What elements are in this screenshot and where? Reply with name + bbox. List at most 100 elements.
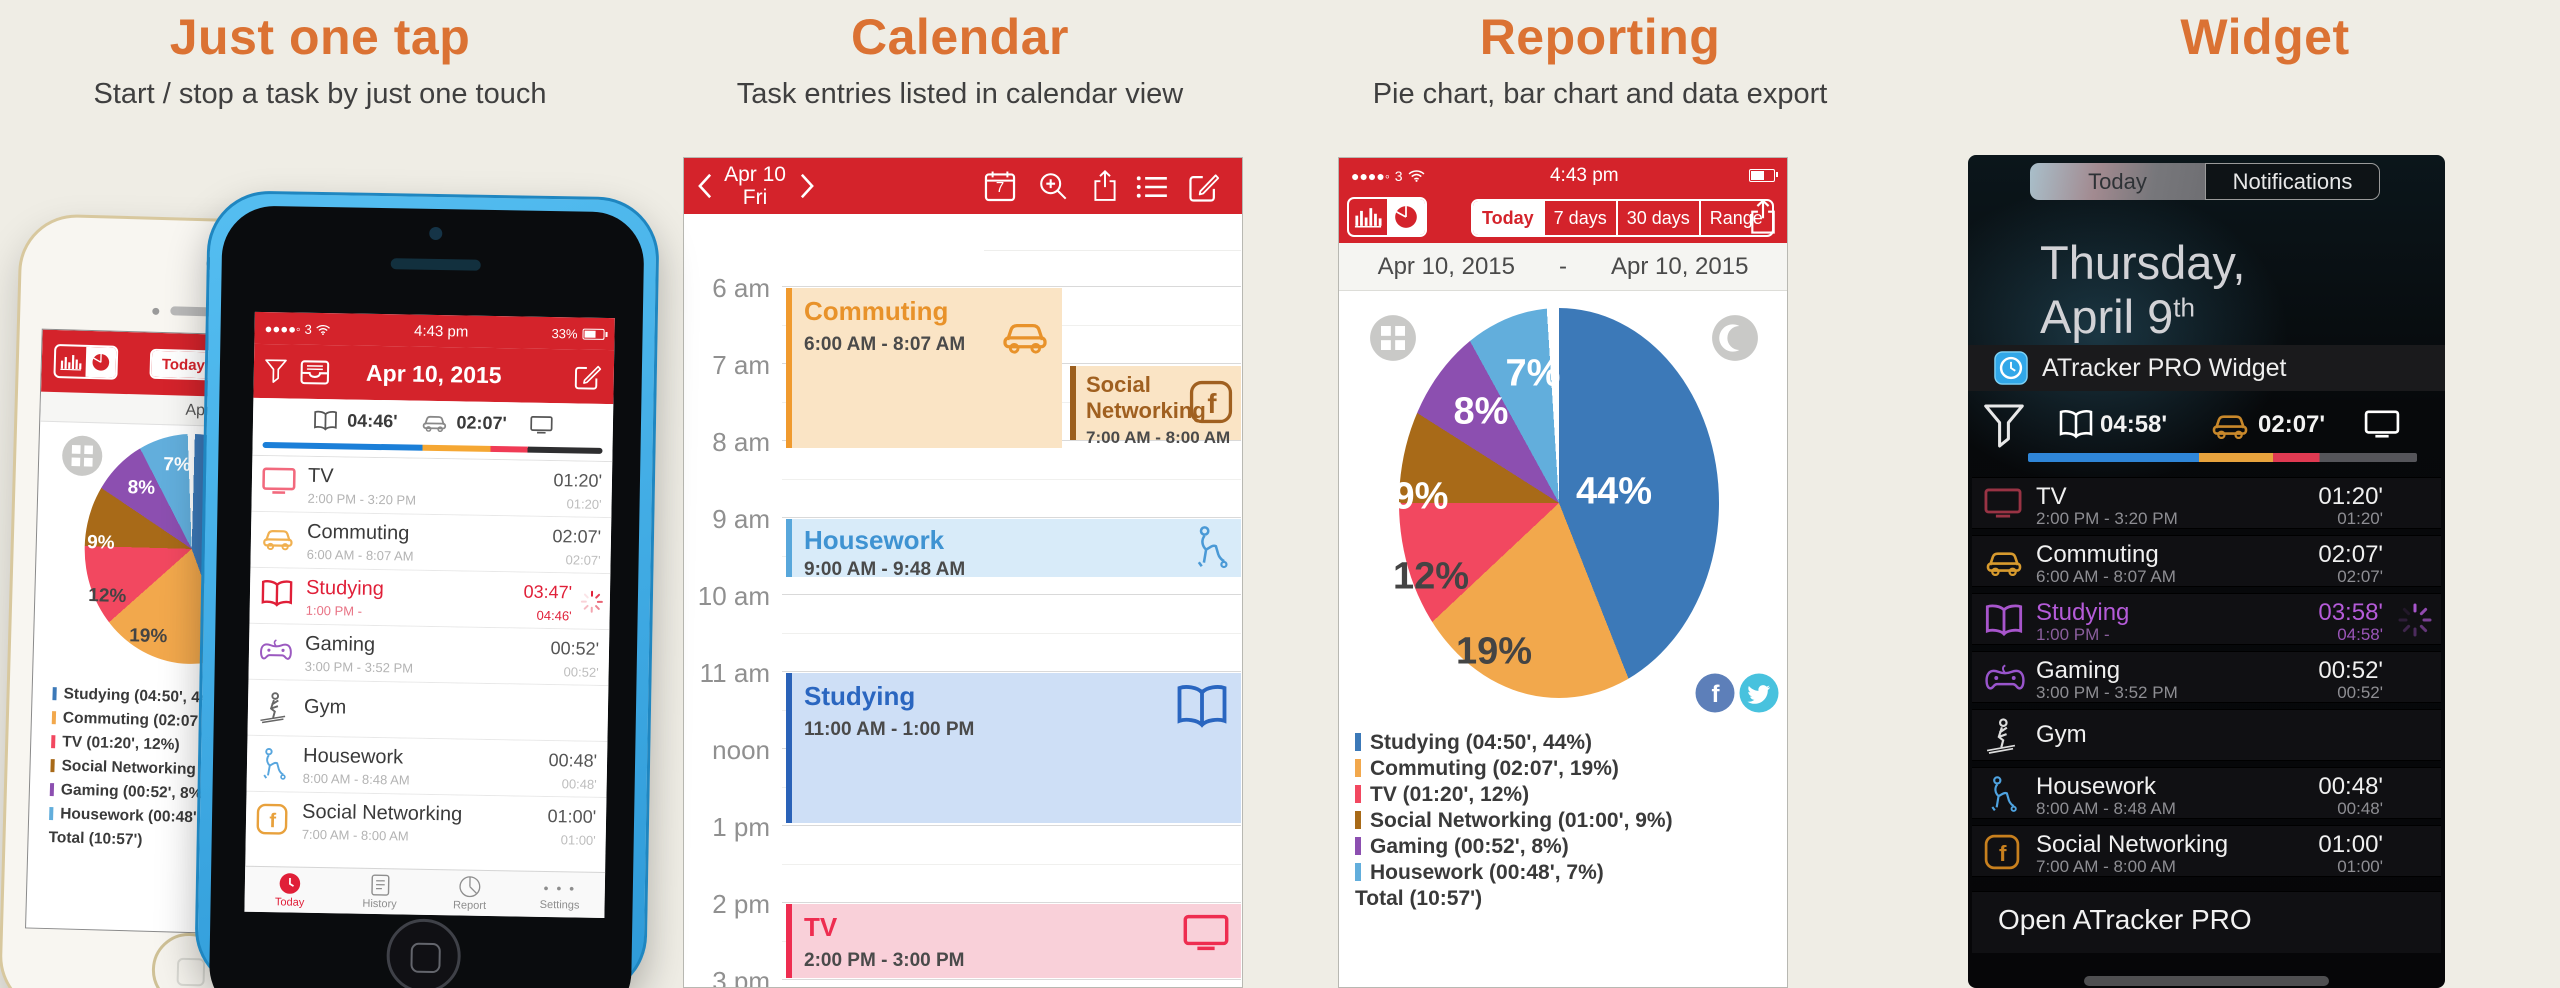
gym-icon — [1984, 717, 2018, 755]
pie-label: 44% — [1575, 470, 1653, 513]
calendar-week-icon[interactable]: 7 — [984, 170, 1016, 202]
widget-task-commuting[interactable]: Commuting 6:00 AM - 8:07 AM 02:07' 02:07… — [1972, 535, 2441, 587]
bar-chart-toggle[interactable] — [55, 346, 86, 377]
event-commuting[interactable]: Commuting 6:00 AM - 8:07 AM — [786, 288, 1062, 448]
task-range: 3:00 PM - 3:52 PM — [2036, 683, 2178, 702]
legend-item: TV (01:20', 12%) — [1355, 782, 1673, 808]
widget-task-gym[interactable]: Gym — [1972, 709, 2441, 761]
calendar-date[interactable]: Apr 10 Fri — [724, 163, 786, 209]
event-name: Social Networking — [1086, 372, 1206, 423]
event-social-networking[interactable]: Social Networking 7:00 AM - 8:00 AM — [1070, 366, 1241, 447]
book-icon — [2058, 409, 2094, 439]
event-housework[interactable]: Housework 9:00 AM - 9:48 AM — [786, 519, 1241, 580]
compose-icon[interactable] — [1188, 171, 1220, 203]
drag-handle[interactable] — [2084, 976, 2329, 986]
widget-task-housework[interactable]: Housework 8:00 AM - 8:48 AM 00:48' 00:48… — [1972, 767, 2441, 819]
task-duration: 02:07' — [2318, 541, 2383, 568]
task-name: Social Networking — [2036, 831, 2229, 858]
tab-bar: Today History Report • • • Settings — [244, 865, 606, 919]
task-duration: 01:20' — [553, 470, 603, 491]
task-row-commuting[interactable]: Commuting 6:00 AM - 8:07 AM 02:07' 02:07… — [250, 511, 612, 575]
legend-swatch — [49, 783, 55, 797]
task-row-social-networking[interactable]: Social Networking 7:00 AM - 8:00 AM 01:0… — [245, 791, 607, 855]
facebook-share-icon[interactable] — [1695, 673, 1735, 713]
task-row-housework[interactable]: Housework 8:00 AM - 8:48 AM 00:48' 00:48… — [246, 735, 608, 799]
tab-7-days[interactable]: 7 days — [1542, 201, 1616, 235]
tab-history[interactable]: History — [334, 868, 425, 915]
inbox-icon[interactable] — [300, 360, 330, 386]
chevron-right-icon[interactable] — [800, 173, 814, 199]
pie-chart-toggle[interactable] — [85, 346, 117, 378]
task-row-tv[interactable]: TV 2:00 PM - 3:20 PM 01:20' 01:20' — [251, 455, 613, 519]
grid-icon[interactable] — [61, 434, 104, 477]
tab-range[interactable]: Range — [1698, 201, 1772, 235]
bar-chart-toggle[interactable] — [1349, 199, 1387, 235]
signal-dots: ●●●●◦ — [1351, 167, 1390, 184]
clock-time: 4:43 pm — [413, 322, 469, 341]
widget-task-gaming[interactable]: Gaming 3:00 PM - 3:52 PM 00:52' 00:52' — [1972, 651, 2441, 703]
tab-30-days[interactable]: 30 days — [1615, 201, 1699, 235]
pie-label: 7% — [163, 454, 192, 476]
moon-night-icon[interactable] — [1711, 314, 1759, 362]
legend-swatch — [52, 687, 57, 701]
pie-label: 9% — [86, 532, 115, 554]
task-duration: 00:48' — [2318, 773, 2383, 800]
task-name: Commuting — [2036, 541, 2159, 568]
tab-today[interactable]: Today — [244, 867, 335, 914]
widget-task-tv[interactable]: TV 2:00 PM - 3:20 PM 01:20' 01:20' — [1972, 477, 2441, 529]
task-range: 6:00 AM - 8:07 AM — [2036, 567, 2176, 586]
tab-today[interactable]: Today — [2030, 163, 2205, 200]
running-summary-bar: 04:46' 02:07' — [252, 397, 614, 463]
task-name: Studying — [2036, 599, 2130, 626]
twitter-share-icon[interactable] — [1739, 673, 1779, 713]
chart-type-toggle[interactable] — [1347, 197, 1427, 237]
share-icon[interactable] — [1749, 199, 1777, 235]
panel-title: Reporting — [1479, 9, 1721, 65]
grid-icon[interactable] — [1369, 314, 1417, 362]
pie-chart-toggle[interactable] — [1387, 199, 1425, 235]
spinner-icon — [2397, 602, 2433, 638]
event-name: Commuting — [804, 296, 949, 326]
filter-funnel-icon[interactable] — [1982, 401, 2026, 451]
task-duration: 03:58' — [2318, 599, 2383, 626]
event-tv[interactable]: TV 2:00 PM - 3:00 PM — [786, 904, 1241, 978]
pie-label: 12% — [88, 585, 127, 608]
date-range-row[interactable]: Apr 10, 2015 - Apr 10, 2015 — [1339, 243, 1787, 291]
compose-icon[interactable] — [574, 362, 602, 390]
battery-percent: 33% — [551, 325, 578, 341]
chevron-left-icon[interactable] — [698, 173, 712, 199]
task-row-gym[interactable]: Gym — [247, 679, 609, 743]
task-duration: 01:00' — [547, 806, 597, 827]
clock-time: 4:43 pm — [1549, 164, 1619, 186]
task-name: Housework — [2036, 773, 2157, 800]
task-name: Gym — [303, 695, 347, 719]
half-hour-line — [984, 250, 1241, 251]
zoom-in-icon[interactable] — [1038, 171, 1068, 201]
widget-task-social-networking[interactable]: Social Networking 7:00 AM - 8:00 AM 01:0… — [1972, 825, 2441, 877]
share-icon[interactable] — [1092, 170, 1118, 202]
cleaning-icon — [1984, 775, 2018, 813]
tab-today[interactable]: Today — [1473, 201, 1543, 235]
task-row-gaming[interactable]: Gaming 3:00 PM - 3:52 PM 00:52' 00:52' — [248, 623, 610, 687]
tab-settings[interactable]: • • • Settings — [539, 879, 580, 912]
tab-report[interactable]: Report — [424, 870, 515, 917]
task-duration-sub: 04:46' — [536, 607, 572, 624]
task-name: Social Networking — [301, 800, 463, 826]
task-row-studying-active[interactable]: Studying 1:00 PM - 03:47' 04:46' — [249, 567, 611, 631]
calendar-day-grid: 6 am 7 am 8 am 9 am 10 am 11 am noon 1 p… — [684, 273, 1241, 987]
legend-swatch — [1355, 811, 1361, 829]
task-range: 3:00 PM - 3:52 PM — [304, 658, 414, 676]
panel-title: Just one tap — [169, 9, 471, 65]
sensor-dot — [152, 307, 160, 315]
widget-task-studying-active[interactable]: Studying 1:00 PM - 03:58' 04:58' — [1972, 593, 2441, 645]
chart-type-toggle[interactable] — [53, 344, 119, 380]
car-total: 02:07' — [456, 412, 507, 434]
open-atracker-pro-row[interactable]: Open ATracker PRO — [1972, 891, 2441, 953]
filter-funnel-icon[interactable] — [264, 358, 288, 384]
task-duration: 00:48' — [548, 750, 598, 771]
event-studying[interactable]: Studying 11:00 AM - 1:00 PM — [786, 673, 1241, 823]
list-view-icon[interactable] — [1136, 174, 1168, 200]
hour-row: 10 am — [698, 581, 1241, 671]
panel-subtitle: Pie chart, bar chart and data export — [1372, 78, 1828, 110]
tab-notifications[interactable]: Notifications — [2205, 163, 2380, 200]
